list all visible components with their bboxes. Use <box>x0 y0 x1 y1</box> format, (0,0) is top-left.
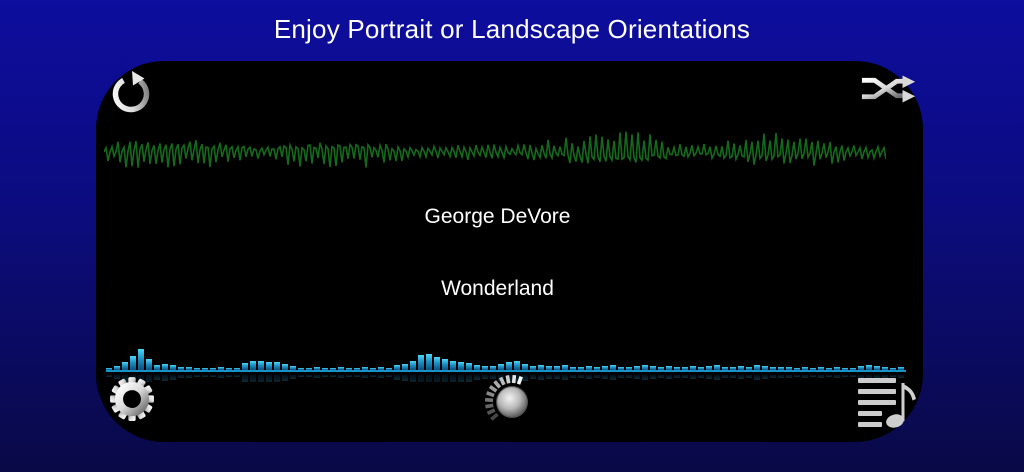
repeat-button[interactable] <box>106 69 156 119</box>
repeat-icon <box>112 71 150 113</box>
artist-name: George DeVore <box>424 205 571 228</box>
spectrum-display <box>106 344 906 382</box>
gear-icon <box>110 377 154 421</box>
settings-button[interactable] <box>106 373 158 425</box>
waveform-icon <box>104 131 886 168</box>
spectrum-bars-icon <box>106 349 906 382</box>
playlist-note-icon <box>858 378 916 428</box>
waveform-display <box>104 122 886 182</box>
volume-knob[interactable] <box>480 368 544 432</box>
playlist-button[interactable] <box>856 375 920 433</box>
page-title: Enjoy Portrait or Landscape Orientations <box>273 14 751 44</box>
volume-knob-icon <box>484 374 528 421</box>
track-title: Wonderland <box>441 277 554 300</box>
shuffle-icon <box>861 75 916 103</box>
shuffle-button[interactable] <box>860 74 918 104</box>
player-panel: George DeVore Wonderland <box>96 61 923 442</box>
